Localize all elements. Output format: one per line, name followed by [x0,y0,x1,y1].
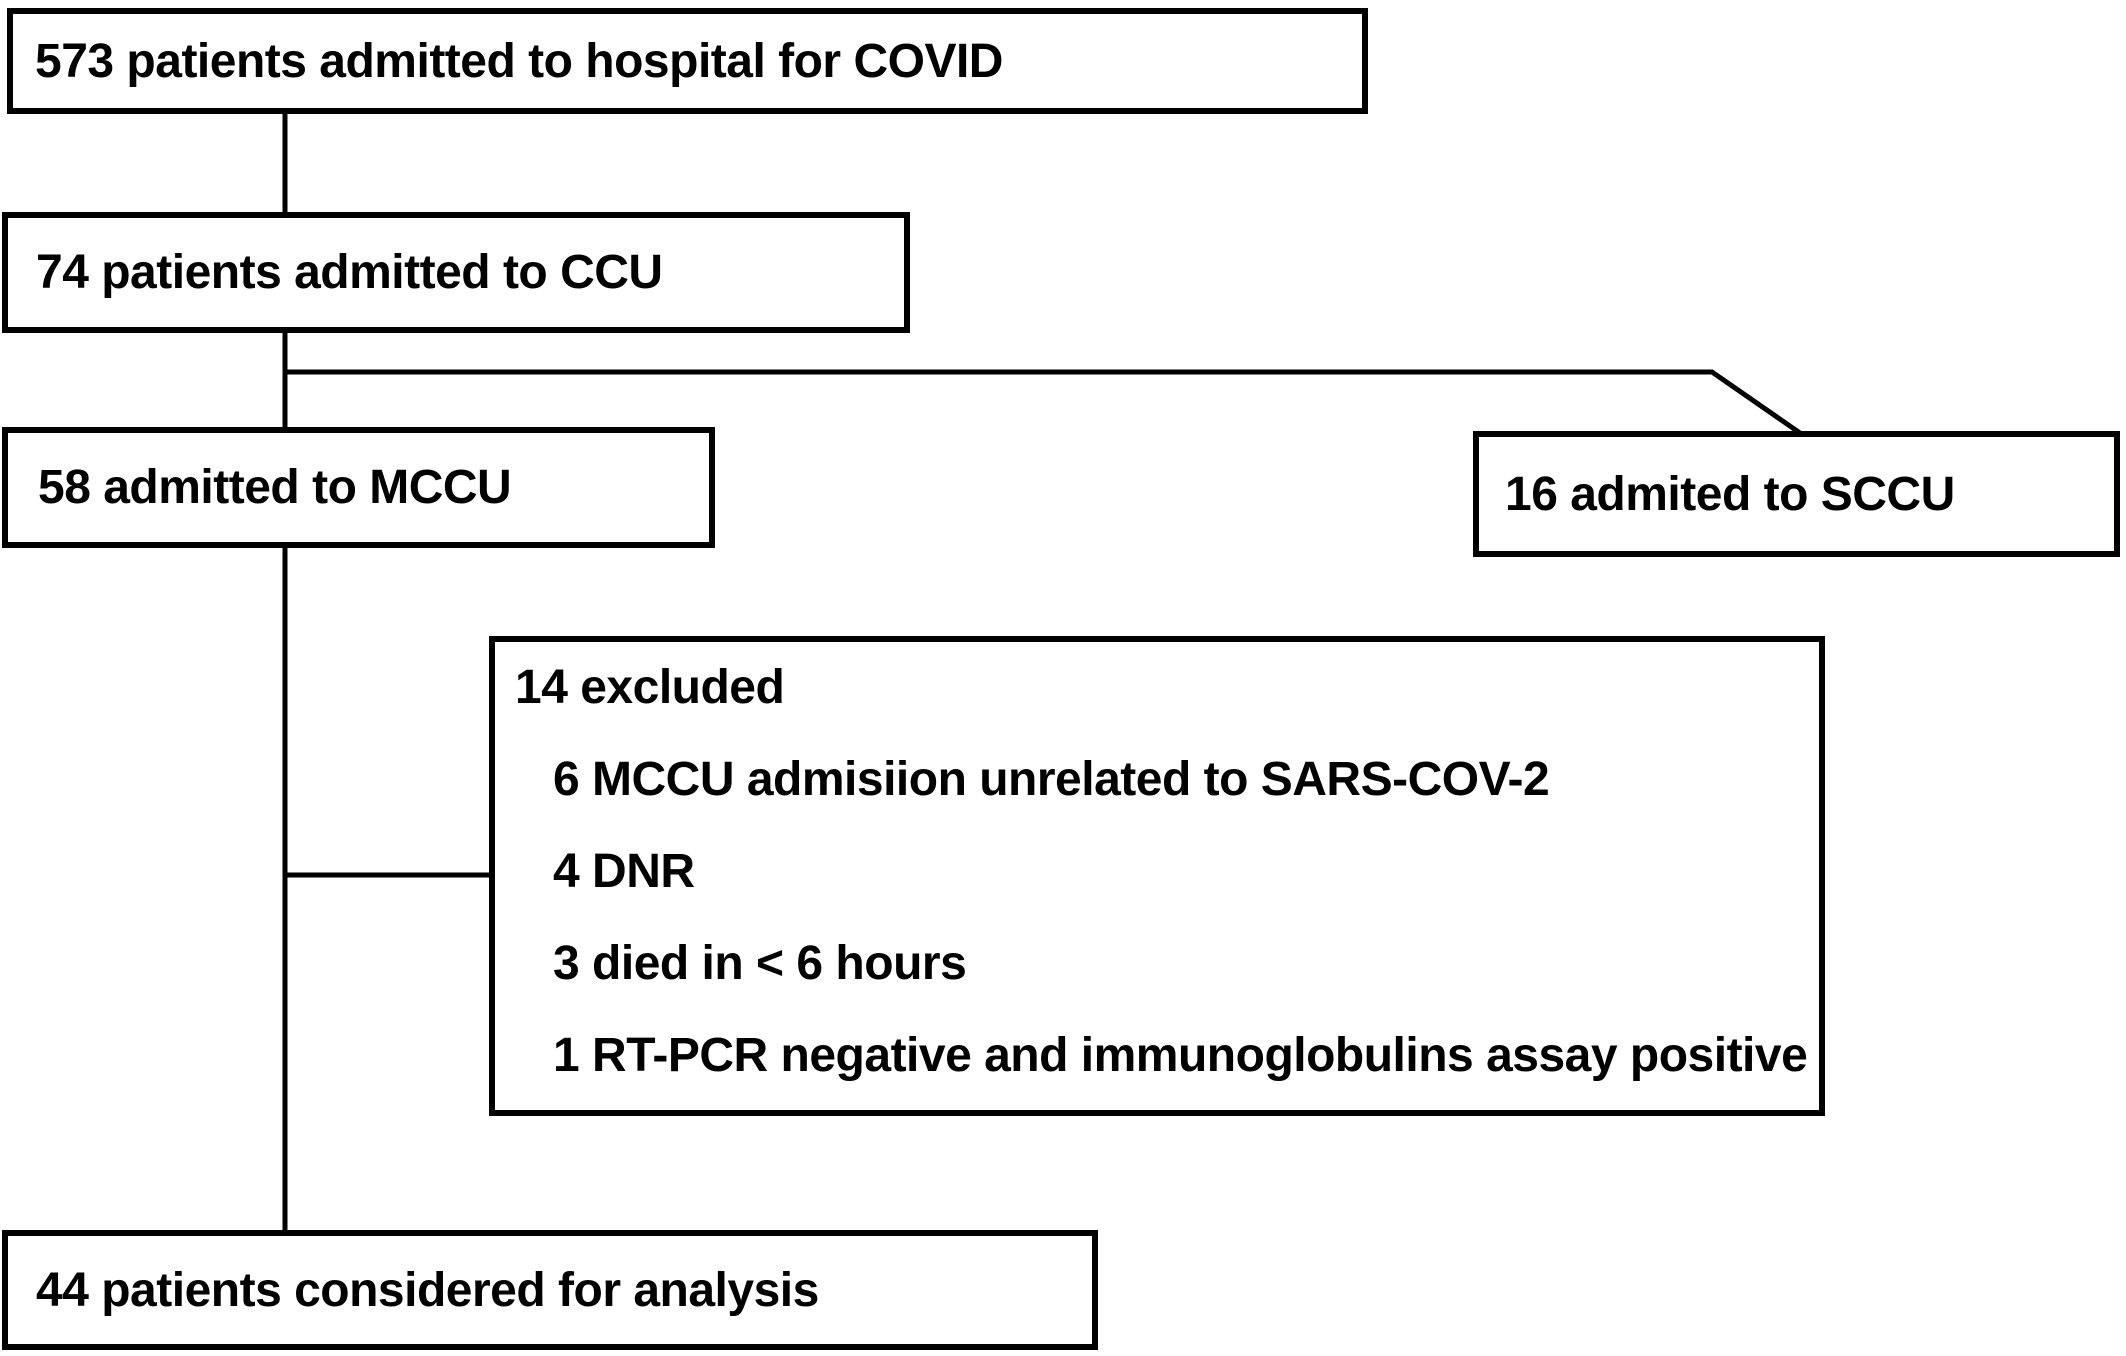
box-analysis-label: 44 patients considered for analysis [36,1263,819,1317]
connector-ccu-to-sccu [285,369,1802,436]
box-hospital-label: 573 patients admitted to hospital for CO… [35,34,1003,88]
excluded-item-3: 3 died in < 6 hours [553,937,967,990]
box-ccu-label: 74 patients admitted to CCU [36,246,663,299]
excluded-item-4: 1 RT-PCR negative and immunoglobulins as… [553,1029,1808,1082]
box-mccu-admitted: 58 admitted to MCCU [2,427,715,548]
box-sccu-label: 16 admited to SCCU [1505,467,1955,521]
excluded-item-1: 6 MCCU admisiion unrelated to SARS-COV-2 [553,753,1550,806]
box-mccu-label: 58 admitted to MCCU [38,461,512,514]
box-ccu-admitted: 74 patients admitted to CCU [2,212,910,333]
excluded-item-2: 4 DNR [553,845,695,898]
box-sccu-admitted: 16 admited to SCCU [1473,431,2120,557]
box-hospital-admitted: 573 patients admitted to hospital for CO… [7,8,1368,114]
box-excluded: 14 excluded 6 MCCU admisiion unrelated t… [489,636,1825,1116]
excluded-title: 14 excluded [515,661,785,714]
box-considered-for-analysis: 44 patients considered for analysis [2,1230,1098,1350]
